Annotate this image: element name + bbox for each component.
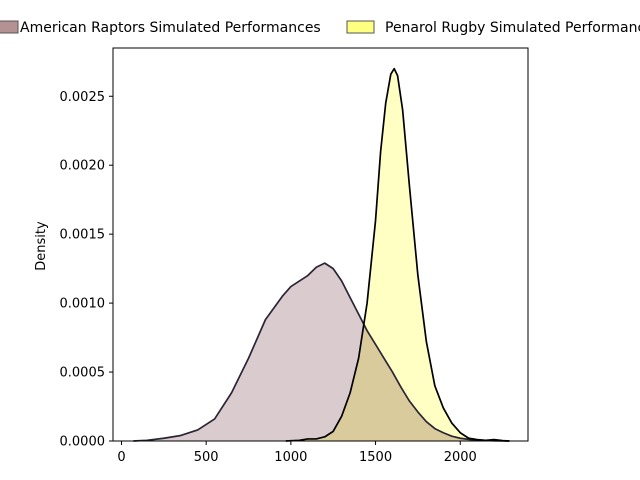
legend-label: Penarol Rugby Simulated Performances <box>385 20 640 36</box>
x-tick-label: 0 <box>117 450 125 465</box>
y-tick-label: 0.0005 <box>60 366 106 381</box>
x-tick-label: 2000 <box>444 450 477 465</box>
y-tick-label: 0.0010 <box>60 297 106 312</box>
x-tick-label: 1000 <box>274 450 307 465</box>
series-2-line <box>285 67 510 442</box>
series-1-line <box>133 262 510 442</box>
y-tick-label: 0.0020 <box>60 159 106 174</box>
legend-label: American Raptors Simulated Performances <box>20 20 321 36</box>
y-tick-label: 0.0000 <box>60 435 106 450</box>
legend-swatch <box>0 20 19 34</box>
series-2-area <box>285 68 510 442</box>
y-axis-label: Density <box>34 221 49 271</box>
y-tick-label: 0.0015 <box>60 228 106 243</box>
plot-frame <box>112 47 529 442</box>
legend-swatch <box>346 20 375 34</box>
series-1-area <box>133 263 510 441</box>
y-tick-label: 0.0025 <box>60 90 106 105</box>
x-tick-label: 500 <box>194 450 219 465</box>
x-tick-label: 1500 <box>359 450 392 465</box>
legend: American Raptors Simulated Performances P… <box>0 20 640 36</box>
